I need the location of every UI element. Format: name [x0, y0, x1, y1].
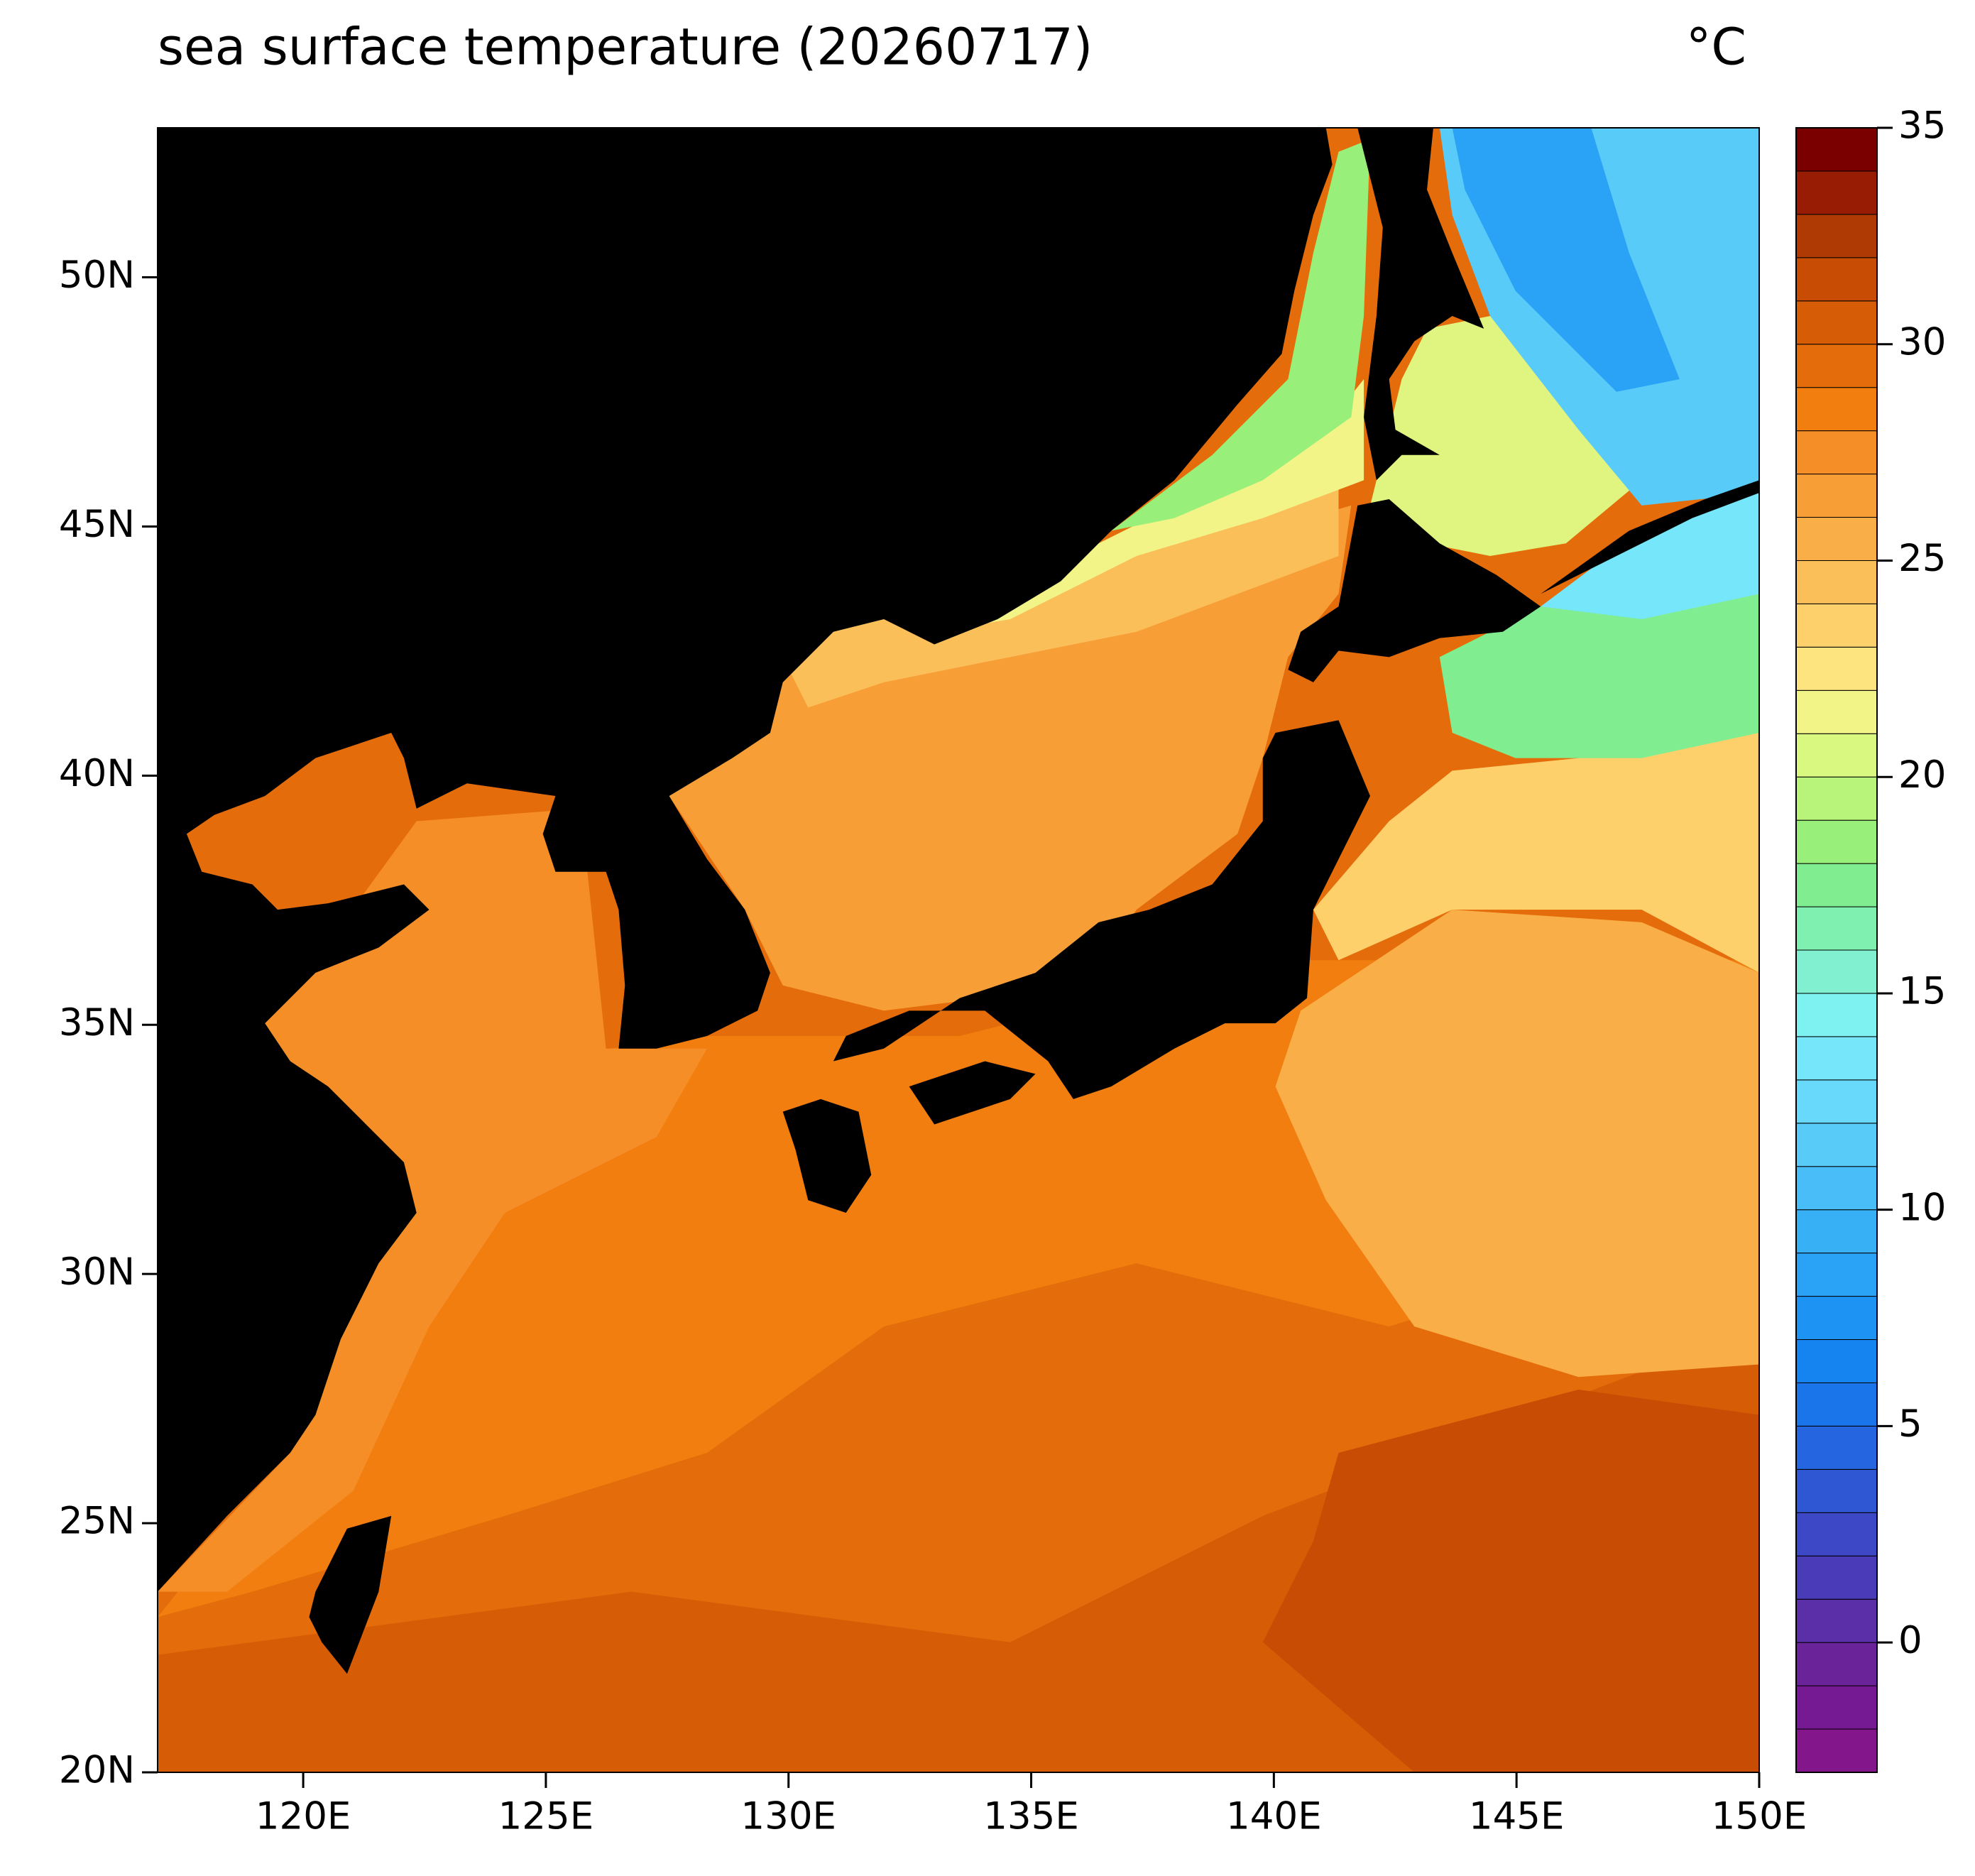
plot-frame	[157, 127, 1760, 1773]
colorbar-tick-label: 15	[1898, 970, 1946, 1013]
colorbar-level	[1795, 1425, 1878, 1470]
colorbar-frame	[1795, 127, 1878, 1773]
colorbar-level	[1795, 646, 1878, 691]
y-tick-label: 30N	[59, 1250, 135, 1294]
colorbar-level	[1795, 257, 1878, 302]
colorbar-tick-label: 30	[1898, 320, 1946, 364]
x-tick-label: 130E	[740, 1795, 836, 1838]
sea-zone	[1313, 733, 1759, 974]
colorbar-level	[1795, 170, 1878, 215]
colorbar-level	[1795, 127, 1878, 172]
kuril-islands	[1541, 480, 1759, 594]
honshu	[833, 720, 1371, 1099]
sea-zone	[1262, 1390, 1759, 1772]
colorbar-level	[1795, 300, 1878, 345]
colorbar-level	[1795, 733, 1878, 778]
shikoku	[909, 1061, 1036, 1125]
colorbar-level	[1795, 1079, 1878, 1124]
y-tick-label: 25N	[59, 1500, 135, 1543]
colorbar-level	[1795, 949, 1878, 994]
colorbar-level	[1795, 1642, 1878, 1686]
sakhalin	[1357, 128, 1484, 481]
colorbar-level	[1795, 1598, 1878, 1643]
hokkaido	[1288, 498, 1541, 682]
colorbar-tick-label: 10	[1898, 1186, 1946, 1229]
y-tick-label: 40N	[59, 752, 135, 795]
sea-zone	[1275, 910, 1759, 1378]
colorbar-level	[1795, 603, 1878, 648]
colorbar-level	[1795, 1555, 1878, 1600]
x-tick-label: 150E	[1712, 1795, 1807, 1838]
colorbar-level	[1795, 430, 1878, 475]
colorbar-level	[1795, 993, 1878, 1037]
y-tick-label: 20N	[59, 1749, 135, 1792]
kyushu	[782, 1098, 872, 1213]
colorbar-tick-label: 20	[1898, 753, 1946, 797]
sea-zone	[934, 378, 1364, 632]
colorbar-level	[1795, 1685, 1878, 1730]
colorbar-level	[1795, 1166, 1878, 1211]
x-tick-label: 125E	[498, 1795, 594, 1838]
colorbar-level	[1795, 819, 1878, 864]
map	[158, 128, 1759, 1772]
colorbar-level	[1795, 344, 1878, 388]
sea-zone	[1111, 139, 1371, 531]
x-tick-label: 145E	[1469, 1795, 1565, 1838]
sea-zone	[158, 808, 707, 1592]
y-tick-label: 45N	[59, 503, 135, 546]
x-tick-label: 135E	[983, 1795, 1079, 1838]
colorbar-tick-label: 25	[1898, 537, 1946, 580]
colorbar-level	[1795, 474, 1878, 518]
colorbar-level	[1795, 1209, 1878, 1254]
colorbar-level	[1795, 1296, 1878, 1341]
colorbar-level	[1795, 1382, 1878, 1427]
title: sea surface temperature (20260717)	[158, 18, 1093, 77]
colorbar-level	[1795, 1728, 1878, 1773]
colorbar-level	[1795, 776, 1878, 821]
x-tick-label: 120E	[256, 1795, 351, 1838]
colorbar-tick-label: 35	[1898, 104, 1946, 148]
mainland	[158, 128, 1333, 1592]
colorbar-tick-label: 5	[1898, 1402, 1922, 1446]
colorbar-level	[1795, 1123, 1878, 1167]
land	[158, 128, 1759, 1674]
colorbar-level	[1795, 387, 1878, 432]
sea-zone	[1452, 128, 1680, 392]
y-tick-label: 50N	[59, 253, 135, 297]
colorbar-level	[1795, 214, 1878, 258]
colorbar-tick-label: 0	[1898, 1619, 1922, 1662]
taiwan	[309, 1515, 392, 1674]
colorbar-level	[1795, 1253, 1878, 1297]
colorbar-level	[1795, 689, 1878, 734]
colorbar-level	[1795, 863, 1878, 907]
x-tick-label: 140E	[1226, 1795, 1322, 1838]
unit-label: °C	[1686, 18, 1746, 77]
colorbar-level	[1795, 906, 1878, 951]
sea-zone	[1541, 480, 1759, 619]
colorbar-level	[1795, 1468, 1878, 1513]
colorbar-level	[1795, 1339, 1878, 1383]
colorbar-level	[1795, 1036, 1878, 1081]
colorbar-level	[1795, 560, 1878, 604]
y-tick-label: 35N	[59, 1001, 135, 1045]
colorbar-level	[1795, 1512, 1878, 1556]
colorbar-level	[1795, 517, 1878, 561]
